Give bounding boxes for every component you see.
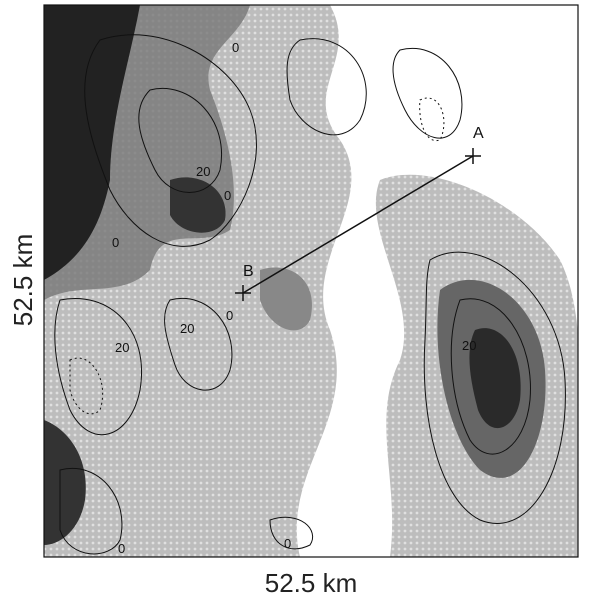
contour-label: 20 xyxy=(196,164,210,179)
y-axis-label: 52.5 km xyxy=(8,234,38,327)
shading xyxy=(44,5,578,557)
point-label: A xyxy=(473,125,484,142)
contour-label: 0 xyxy=(112,235,119,250)
contour-label: 0 xyxy=(224,188,231,203)
contours xyxy=(54,34,566,555)
section-line xyxy=(242,155,474,294)
point-label: B xyxy=(243,263,254,280)
contour-label: 0 xyxy=(226,308,233,323)
contour-label: 0 xyxy=(232,40,239,55)
contour-label: 20 xyxy=(115,340,129,355)
contour-label: 0 xyxy=(118,541,125,556)
marker-a xyxy=(465,148,481,164)
marker-b xyxy=(235,285,251,301)
contour-label: 20 xyxy=(180,321,194,336)
contour-label: 0 xyxy=(284,536,291,551)
plot-frame xyxy=(43,4,579,558)
x-axis-label: 52.5 km xyxy=(265,568,358,598)
contour-label: 20 xyxy=(462,338,476,353)
